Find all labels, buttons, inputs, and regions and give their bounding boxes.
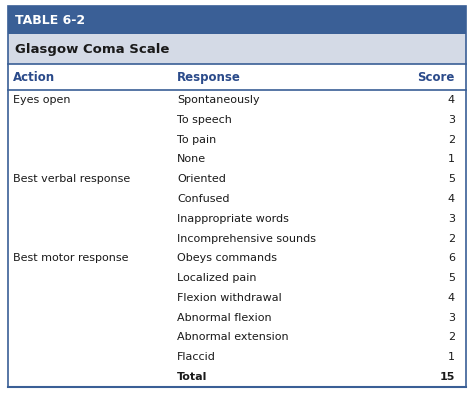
Bar [8, 367, 466, 387]
Text: Eyes open: Eyes open [13, 95, 71, 105]
Text: To speech: To speech [177, 115, 232, 125]
Text: None: None [177, 154, 206, 164]
Bar [8, 189, 466, 209]
Text: Localized pain: Localized pain [177, 273, 256, 283]
Text: Best motor response: Best motor response [13, 253, 128, 263]
Text: 3: 3 [448, 214, 455, 224]
Text: 6: 6 [448, 253, 455, 263]
Text: 2: 2 [448, 234, 455, 243]
Text: Best verbal response: Best verbal response [13, 174, 130, 184]
Text: 2: 2 [448, 134, 455, 145]
Text: Spontaneously: Spontaneously [177, 95, 260, 105]
Text: 1: 1 [448, 352, 455, 362]
Text: 1: 1 [448, 154, 455, 164]
Text: TABLE 6-2: TABLE 6-2 [15, 13, 85, 26]
Text: Obeys commands: Obeys commands [177, 253, 277, 263]
Text: 4: 4 [448, 194, 455, 204]
Bar [8, 169, 466, 189]
Bar [8, 110, 466, 130]
Bar [8, 229, 466, 248]
Bar [8, 248, 466, 268]
Text: Abnormal extension: Abnormal extension [177, 333, 289, 342]
Bar [8, 288, 466, 308]
Bar [8, 308, 466, 327]
Text: 4: 4 [448, 95, 455, 105]
Bar [8, 209, 466, 229]
Text: Confused: Confused [177, 194, 229, 204]
Text: 5: 5 [448, 174, 455, 184]
Text: Incomprehensive sounds: Incomprehensive sounds [177, 234, 316, 243]
Text: Response: Response [177, 71, 241, 84]
Bar [8, 348, 466, 367]
Text: Flaccid: Flaccid [177, 352, 216, 362]
Text: 3: 3 [448, 115, 455, 125]
Text: Flexion withdrawal: Flexion withdrawal [177, 293, 282, 303]
Text: Total: Total [177, 372, 207, 382]
Text: Glasgow Coma Scale: Glasgow Coma Scale [15, 43, 169, 56]
Bar [8, 34, 466, 64]
Bar [8, 64, 466, 90]
Text: Score: Score [418, 71, 455, 84]
Bar [8, 90, 466, 110]
Text: Action: Action [13, 71, 55, 84]
Text: Abnormal flexion: Abnormal flexion [177, 313, 272, 323]
Text: 5: 5 [448, 273, 455, 283]
Text: Oriented: Oriented [177, 174, 226, 184]
Text: 2: 2 [448, 333, 455, 342]
Text: 15: 15 [439, 372, 455, 382]
Text: Inappropriate words: Inappropriate words [177, 214, 289, 224]
Bar [8, 6, 466, 34]
Text: 4: 4 [448, 293, 455, 303]
Text: 3: 3 [448, 313, 455, 323]
Bar [8, 327, 466, 348]
Bar [8, 149, 466, 169]
Text: To pain: To pain [177, 134, 216, 145]
Bar [8, 268, 466, 288]
Bar [8, 130, 466, 149]
